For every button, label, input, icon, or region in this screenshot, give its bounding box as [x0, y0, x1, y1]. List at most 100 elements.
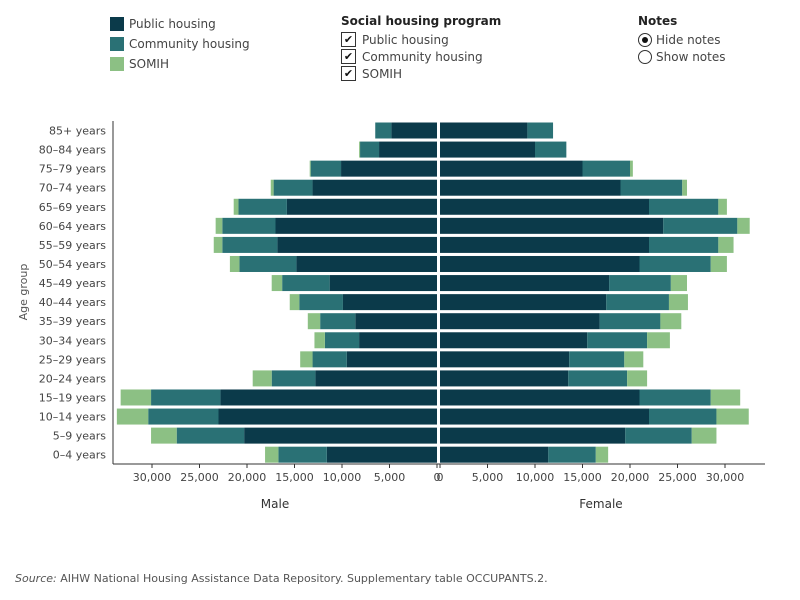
- legend: Public housing Community housing SOMIH: [110, 14, 250, 74]
- legend-swatch-public-housing: [110, 17, 124, 31]
- bar-female-0: [440, 198, 649, 215]
- bar-male-0: [326, 446, 437, 463]
- filter-option-label: Community housing: [362, 49, 483, 64]
- bar-female-0: [440, 236, 649, 253]
- filter-option-community-housing[interactable]: ✔ Community housing: [341, 48, 501, 65]
- bar-female-2: [668, 294, 688, 311]
- age-group-label: 30–34 years: [39, 334, 107, 347]
- source-text: AIHW National Housing Assistance Data Re…: [56, 572, 548, 585]
- x-tick-label-female: 25,000: [658, 471, 697, 484]
- x-tick-label-female: 20,000: [611, 471, 650, 484]
- bar-male-1: [239, 255, 297, 272]
- age-group-label: 70–74 years: [39, 182, 107, 195]
- bar-male-2: [233, 198, 239, 215]
- age-group-label: 20–24 years: [39, 372, 107, 385]
- filter-option-somih[interactable]: ✔ SOMIH: [341, 65, 501, 82]
- bar-male-2: [116, 408, 149, 425]
- bar-female-0: [440, 255, 640, 272]
- bar-male-0: [286, 198, 437, 215]
- x-tick-label-female: 0: [437, 471, 444, 484]
- checkbox-checked-icon[interactable]: ✔: [341, 32, 356, 47]
- bar-male-0: [296, 255, 437, 272]
- bar-male-2: [289, 294, 300, 311]
- age-group-label: 75–79 years: [39, 163, 107, 176]
- x-tick-label-male: 30,000: [133, 471, 172, 484]
- bar-male-0: [312, 179, 437, 196]
- bar-female-0: [440, 275, 610, 292]
- notes-title: Notes: [638, 14, 678, 28]
- bar-male-2: [265, 446, 279, 463]
- bar-male-1: [222, 217, 276, 234]
- bar-male-2: [270, 179, 274, 196]
- bar-male-0: [391, 122, 437, 139]
- x-tick-label-male: 0: [434, 471, 441, 484]
- bar-male-1: [324, 332, 360, 349]
- x-tick-label-female: 10,000: [516, 471, 555, 484]
- legend-swatch-community-housing: [110, 37, 124, 51]
- radio-unselected-icon[interactable]: [638, 49, 652, 64]
- filter-option-label: SOMIH: [362, 66, 402, 81]
- legend-label: SOMIH: [129, 57, 169, 71]
- bar-female-0: [440, 179, 621, 196]
- bar-female-2: [718, 198, 727, 215]
- bar-female-1: [587, 332, 648, 349]
- bar-female-1: [649, 198, 719, 215]
- bar-female-2: [710, 255, 727, 272]
- checkbox-checked-icon[interactable]: ✔: [341, 49, 356, 64]
- bar-female-0: [440, 408, 649, 425]
- bar-male-0: [379, 141, 437, 158]
- bar-male-2: [229, 255, 240, 272]
- bar-female-0: [440, 141, 535, 158]
- legend-item-somih: SOMIH: [110, 54, 250, 74]
- bar-male-0: [220, 389, 437, 406]
- bar-male-1: [271, 370, 316, 387]
- bar-male-2: [307, 313, 321, 330]
- radio-show-notes[interactable]: Show notes: [638, 48, 725, 65]
- y-axis-title: Age group: [17, 264, 30, 321]
- bar-male-0: [359, 332, 437, 349]
- age-group-label: 60–64 years: [39, 220, 107, 233]
- age-group-label: 15–19 years: [39, 391, 107, 404]
- bar-female-1: [527, 122, 554, 139]
- bar-male-2: [151, 427, 177, 444]
- legend-item-public-housing: Public housing: [110, 14, 250, 34]
- filter-option-label: Public housing: [362, 32, 449, 47]
- age-group-label: 0–4 years: [53, 449, 107, 462]
- radio-hide-notes[interactable]: Hide notes: [638, 31, 725, 48]
- age-group-label: 40–44 years: [39, 296, 107, 309]
- bar-female-2: [718, 236, 734, 253]
- bar-female-2: [627, 370, 648, 387]
- x-tick-label-male: 5,000: [374, 471, 406, 484]
- bar-female-1: [663, 217, 738, 234]
- bar-female-1: [625, 427, 692, 444]
- bar-male-0: [342, 294, 437, 311]
- filter-option-public-housing[interactable]: ✔ Public housing: [341, 31, 501, 48]
- bar-female-0: [440, 217, 664, 234]
- program-filter-title: Social housing program: [341, 14, 502, 28]
- radio-label: Show notes: [656, 49, 726, 64]
- bar-female-0: [440, 446, 549, 463]
- bar-male-0: [355, 313, 437, 330]
- legend-label: Community housing: [129, 37, 250, 51]
- age-group-label: 55–59 years: [39, 239, 107, 252]
- bar-female-1: [599, 313, 661, 330]
- bar-male-0: [275, 217, 437, 234]
- radio-label: Hide notes: [656, 32, 721, 47]
- bar-male-1: [375, 122, 392, 139]
- bar-male-0: [315, 370, 437, 387]
- bar-female-1: [582, 160, 630, 177]
- x-tick-label-female: 15,000: [563, 471, 602, 484]
- bar-female-0: [440, 389, 640, 406]
- x-tick-label-male: 20,000: [228, 471, 267, 484]
- x-tick-label-female: 30,000: [706, 471, 745, 484]
- age-group-label: 35–39 years: [39, 315, 107, 328]
- bar-male-2: [309, 160, 311, 177]
- age-group-label: 85+ years: [49, 125, 106, 138]
- checkbox-checked-icon[interactable]: ✔: [341, 66, 356, 81]
- bar-female-0: [440, 351, 570, 368]
- bar-female-0: [440, 313, 600, 330]
- legend-swatch-somih: [110, 57, 124, 71]
- bar-male-1: [176, 427, 245, 444]
- bar-female-2: [624, 351, 644, 368]
- radio-selected-icon[interactable]: [638, 32, 652, 47]
